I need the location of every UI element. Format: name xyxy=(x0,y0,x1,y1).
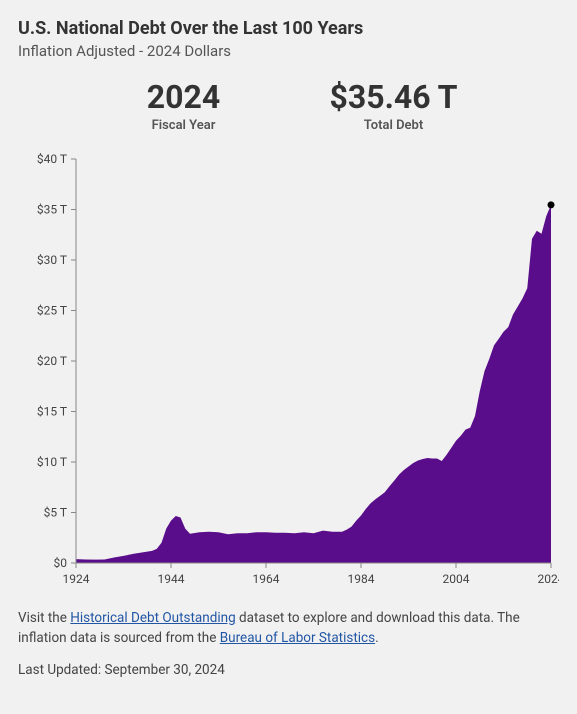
x-tick-label: 2024 xyxy=(538,572,559,586)
link-bls[interactable]: Bureau of Labor Statistics xyxy=(220,630,375,646)
stat-debt: $35.46 T Total Debt xyxy=(309,78,479,133)
stat-year: 2024 Fiscal Year xyxy=(99,78,269,133)
area-fill xyxy=(76,205,551,563)
stat-debt-label: Total Debt xyxy=(309,118,479,133)
area-chart: $0 $5 T $10 T $15 T $20 T $25 T $30 T $35 T $40 … xyxy=(18,151,559,595)
y-tick-label: $10 T xyxy=(37,455,67,469)
footer-text: Visit the Historical Debt Outstanding da… xyxy=(18,609,559,648)
last-updated: Last Updated: September 30, 2024 xyxy=(18,662,559,678)
x-tick-label: 1964 xyxy=(253,572,280,586)
footer-prefix: Visit the xyxy=(18,610,70,626)
x-tick-label: 1984 xyxy=(348,572,375,586)
x-tick-label: 1924 xyxy=(63,572,90,586)
stat-year-label: Fiscal Year xyxy=(99,118,269,133)
y-tick-label: $0 xyxy=(54,556,68,570)
y-tick-label: $35 T xyxy=(37,203,67,217)
endpoint-marker xyxy=(548,201,555,208)
link-historical-debt[interactable]: Historical Debt Outstanding xyxy=(70,610,235,626)
y-tick-label: $25 T xyxy=(37,304,67,318)
stat-row: 2024 Fiscal Year $35.46 T Total Debt xyxy=(18,78,559,133)
y-tick-label: $15 T xyxy=(37,405,67,419)
chart-title: U.S. National Debt Over the Last 100 Yea… xyxy=(18,18,559,39)
chart-subtitle: Inflation Adjusted - 2024 Dollars xyxy=(18,42,559,60)
footer-suffix: . xyxy=(375,630,379,646)
x-tick-label: 2004 xyxy=(443,572,470,586)
y-tick-label: $5 T xyxy=(44,506,67,520)
stat-debt-value: $35.46 T xyxy=(309,78,479,116)
chart-svg: $0 $5 T $10 T $15 T $20 T $25 T $30 T $35 T $40 … xyxy=(18,151,559,591)
x-tick-label: 1944 xyxy=(158,572,185,586)
y-tick-label: $30 T xyxy=(37,253,67,267)
y-tick-label: $40 T xyxy=(37,152,67,166)
stat-year-value: 2024 xyxy=(99,78,269,116)
y-tick-label: $20 T xyxy=(37,354,67,368)
